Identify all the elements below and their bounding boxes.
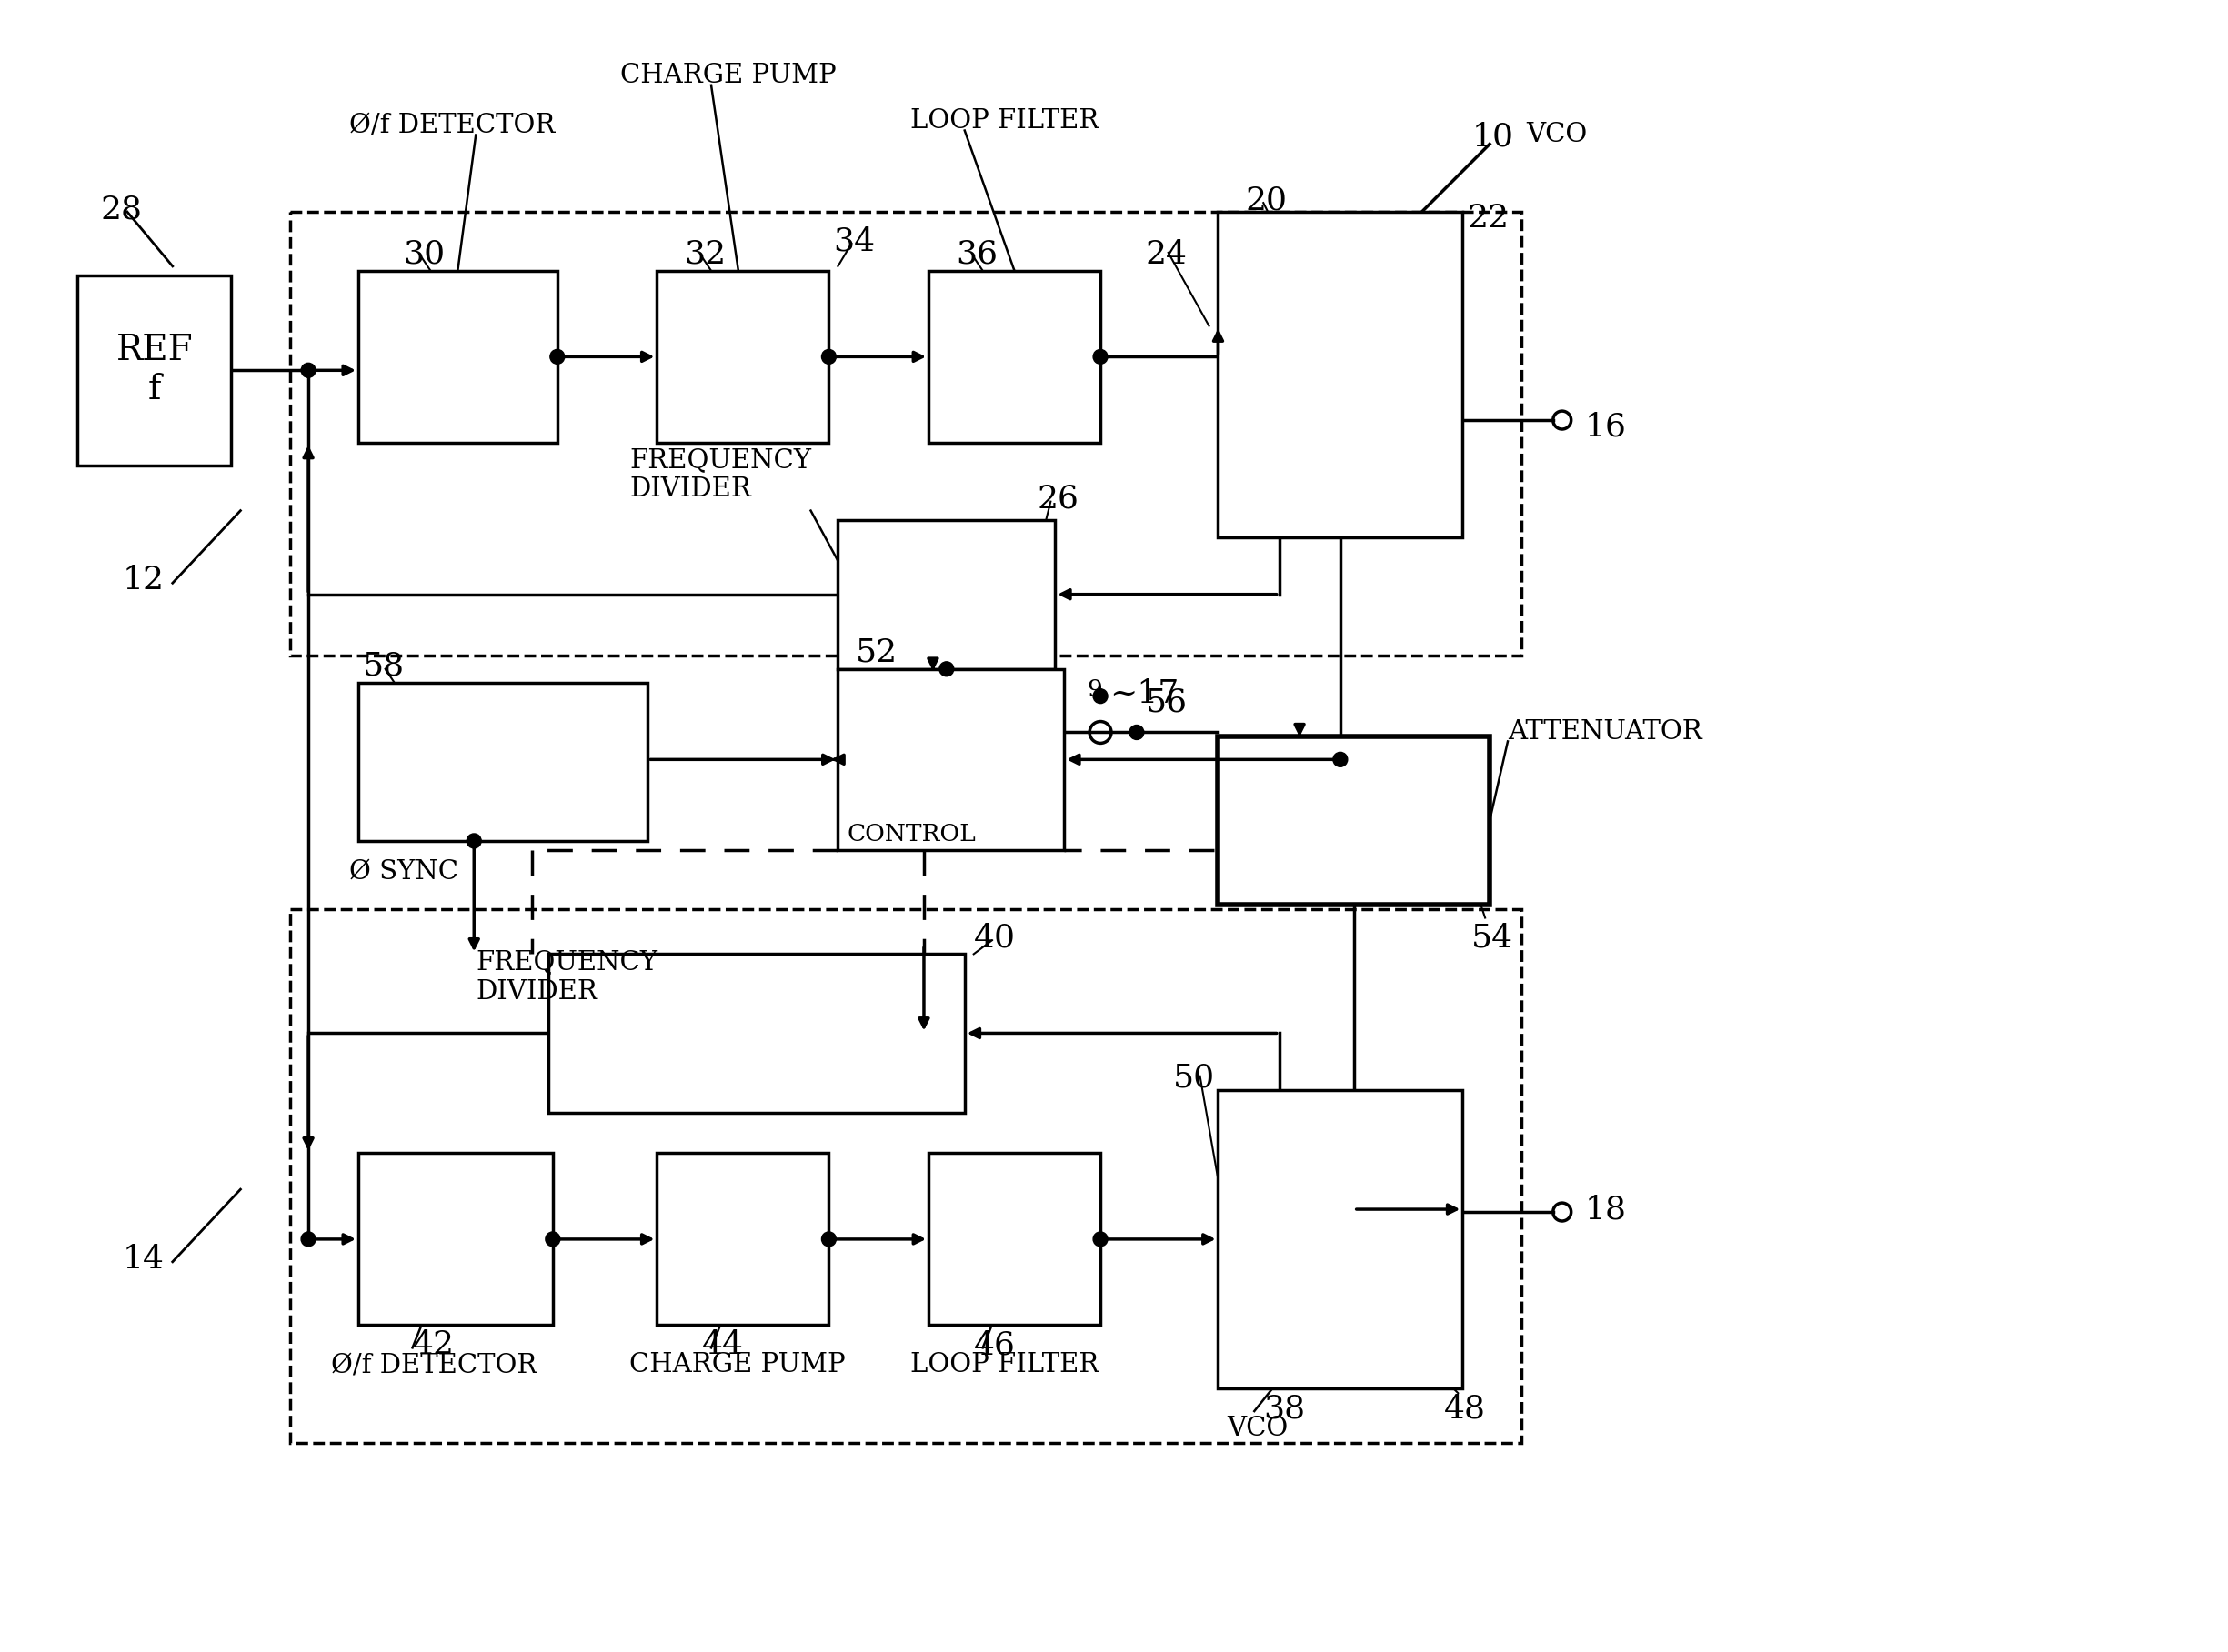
- Bar: [657, 1153, 829, 1325]
- Bar: [359, 271, 557, 443]
- Text: VCO: VCO: [1526, 122, 1586, 147]
- Text: 9: 9: [1087, 677, 1103, 700]
- Text: 10: 10: [1470, 122, 1513, 152]
- Text: LOOP FILTER: LOOP FILTER: [911, 1353, 1098, 1378]
- Circle shape: [1094, 350, 1107, 363]
- Text: 44: 44: [702, 1330, 744, 1361]
- Text: 34: 34: [833, 226, 876, 256]
- Circle shape: [940, 662, 954, 676]
- Bar: [1219, 737, 1491, 904]
- Text: CHARGE PUMP: CHARGE PUMP: [622, 63, 838, 88]
- Bar: [838, 669, 1065, 851]
- Circle shape: [822, 350, 836, 363]
- Circle shape: [550, 350, 564, 363]
- Bar: [838, 520, 1056, 669]
- Bar: [359, 682, 648, 841]
- Text: 12: 12: [123, 565, 165, 596]
- Bar: [359, 1153, 553, 1325]
- Text: 38: 38: [1263, 1393, 1306, 1424]
- Text: 32: 32: [684, 240, 726, 269]
- Text: 30: 30: [403, 240, 446, 269]
- Circle shape: [301, 1232, 316, 1246]
- Bar: [1219, 211, 1462, 539]
- Bar: [929, 271, 1101, 443]
- Text: 36: 36: [956, 240, 998, 269]
- Text: 50: 50: [1172, 1062, 1214, 1094]
- Text: 20: 20: [1245, 185, 1288, 216]
- Text: 24: 24: [1145, 240, 1188, 269]
- Bar: [1219, 1090, 1462, 1388]
- Text: VCO: VCO: [1228, 1416, 1288, 1441]
- Circle shape: [468, 834, 481, 847]
- Circle shape: [1130, 725, 1143, 740]
- Text: CONTROL: CONTROL: [847, 823, 976, 846]
- Text: 40: 40: [974, 922, 1016, 953]
- Circle shape: [1332, 752, 1348, 767]
- Text: 42: 42: [412, 1330, 455, 1361]
- Circle shape: [822, 1232, 836, 1246]
- Bar: [290, 211, 1522, 656]
- Text: 14: 14: [123, 1244, 165, 1275]
- Circle shape: [1094, 1232, 1107, 1246]
- Text: FREQUENCY
DIVIDER: FREQUENCY DIVIDER: [631, 448, 811, 502]
- Text: ATTENUATOR: ATTENUATOR: [1508, 719, 1702, 743]
- Text: 26: 26: [1036, 484, 1078, 514]
- Text: 16: 16: [1584, 411, 1626, 443]
- Circle shape: [1094, 689, 1107, 704]
- Text: 54: 54: [1470, 922, 1513, 953]
- Text: 58: 58: [363, 651, 405, 682]
- Text: 22: 22: [1466, 203, 1508, 235]
- Text: 18: 18: [1584, 1194, 1626, 1224]
- Text: Ø SYNC: Ø SYNC: [350, 859, 459, 884]
- Text: 52: 52: [856, 638, 898, 667]
- Text: 46: 46: [974, 1330, 1016, 1361]
- Text: 48: 48: [1444, 1393, 1486, 1424]
- Bar: [78, 276, 232, 466]
- Text: REF
f: REF f: [116, 334, 194, 406]
- Text: ~17: ~17: [1110, 677, 1179, 709]
- Text: CHARGE PUMP: CHARGE PUMP: [631, 1353, 847, 1378]
- Text: Ø/f DETECTOR: Ø/f DETECTOR: [332, 1353, 537, 1378]
- Text: Ø/f DETECTOR: Ø/f DETECTOR: [350, 112, 555, 137]
- Bar: [657, 271, 829, 443]
- Text: LOOP FILTER: LOOP FILTER: [911, 107, 1098, 134]
- Text: 56: 56: [1145, 687, 1188, 719]
- Circle shape: [301, 363, 316, 378]
- Circle shape: [546, 1232, 559, 1246]
- Bar: [548, 955, 965, 1112]
- Bar: [929, 1153, 1101, 1325]
- Text: 28: 28: [100, 193, 143, 225]
- Bar: [290, 909, 1522, 1442]
- Text: FREQUENCY
DIVIDER: FREQUENCY DIVIDER: [477, 950, 657, 1004]
